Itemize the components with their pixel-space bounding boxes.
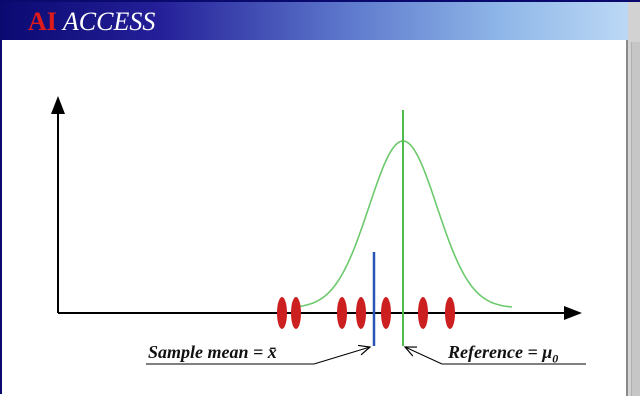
observation xyxy=(418,297,428,329)
reference-pointer xyxy=(405,347,443,365)
title-bar: AI ACCESS xyxy=(2,2,628,40)
reference-text: Reference = xyxy=(448,342,543,362)
sample-mean-pointer xyxy=(313,347,370,365)
brand-logo: AI ACCESS xyxy=(28,9,155,35)
observation xyxy=(445,297,455,329)
sample-mean-text: Sample mean = xyxy=(148,342,268,362)
content-edge xyxy=(626,40,628,396)
reference-subscript: 0 xyxy=(552,351,559,366)
reference-symbol: μ xyxy=(542,342,553,362)
brand-ai-text: AI xyxy=(28,7,57,36)
observation xyxy=(356,297,366,329)
normal-curve xyxy=(299,140,513,308)
scrollbar-thumb[interactable] xyxy=(631,42,640,396)
y-axis-arrow xyxy=(51,96,65,114)
sample-mean-symbol: x̄ xyxy=(267,342,277,362)
observation xyxy=(277,297,287,329)
sample-mean-label: Sample mean = x̄ xyxy=(148,342,277,362)
observation xyxy=(337,297,347,329)
reference-label: Reference = μ0 xyxy=(448,342,558,369)
observation xyxy=(291,297,301,329)
observation xyxy=(381,297,391,329)
brand-access-text: ACCESS xyxy=(62,7,156,36)
x-axis-arrow xyxy=(564,306,582,320)
observations xyxy=(277,297,455,329)
